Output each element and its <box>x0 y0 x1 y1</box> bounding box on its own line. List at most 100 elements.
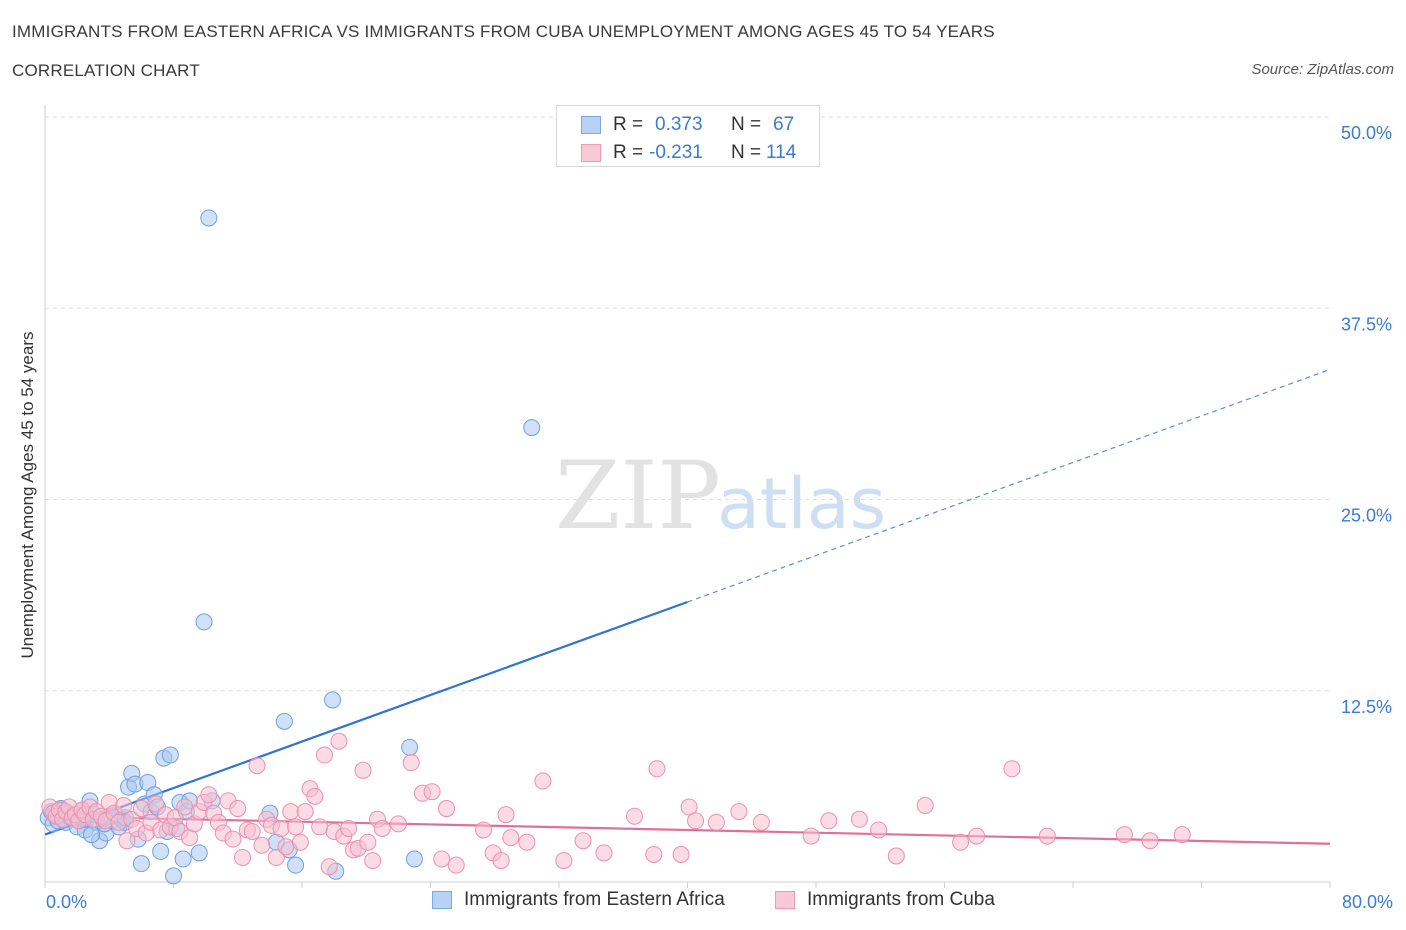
point-eastern-africa <box>195 613 213 631</box>
point-cuba <box>850 810 868 828</box>
point-cuba <box>373 819 391 837</box>
point-cuba <box>534 772 552 790</box>
point-eastern-africa <box>401 738 419 756</box>
legend-swatch-pink <box>775 891 795 909</box>
point-eastern-africa <box>405 850 423 868</box>
point-cuba <box>296 803 314 821</box>
point-cuba <box>248 757 266 775</box>
point-cuba <box>820 812 838 830</box>
point-eastern-africa <box>275 712 293 730</box>
data-points <box>39 209 1191 885</box>
legend-r-label: R = <box>613 114 644 135</box>
point-cuba <box>475 821 493 839</box>
point-cuba <box>402 754 420 772</box>
legend-swatch-blue <box>581 116 601 134</box>
point-eastern-africa <box>165 867 182 885</box>
point-cuba <box>447 856 465 874</box>
point-cuba <box>287 818 305 836</box>
point-cuba <box>1003 760 1021 778</box>
point-cuba <box>253 836 271 854</box>
point-cuba <box>291 833 309 851</box>
point-cuba <box>1038 827 1056 845</box>
point-cuba <box>518 833 536 851</box>
point-cuba <box>234 849 252 867</box>
point-cuba <box>354 761 372 779</box>
point-cuba <box>648 760 666 778</box>
point-cuba <box>311 818 329 836</box>
point-eastern-africa <box>152 842 170 860</box>
point-eastern-africa <box>200 209 218 227</box>
x-tick-label: 0.0% <box>46 892 87 912</box>
point-cuba <box>224 830 242 848</box>
point-cuba <box>315 746 333 764</box>
point-eastern-africa <box>190 844 208 862</box>
y-axis-label: Unemployment Among Ages 45 to 54 years <box>18 331 37 659</box>
point-cuba <box>574 832 592 850</box>
watermark-zip: ZIP <box>555 442 721 551</box>
point-cuba <box>645 845 663 863</box>
y-tick-label: 37.5% <box>1341 314 1392 334</box>
point-eastern-africa <box>83 826 101 844</box>
point-cuba <box>320 858 338 876</box>
point-cuba <box>1173 826 1191 844</box>
point-eastern-africa <box>523 419 541 437</box>
watermark-atlas: atlas <box>717 463 886 545</box>
legend-n-label: N = <box>731 142 762 163</box>
point-cuba <box>147 795 165 813</box>
legend-swatch-pink <box>581 144 601 162</box>
legend-n-value: 114 <box>766 142 797 163</box>
point-eastern-africa <box>287 856 305 874</box>
legend-label-eastern-africa: Immigrants from Eastern Africa <box>464 889 725 910</box>
point-cuba <box>330 732 348 750</box>
point-cuba <box>200 786 218 804</box>
point-eastern-africa <box>132 855 150 873</box>
chart-subtitle: CORRELATION CHART <box>12 61 200 80</box>
point-cuba <box>1115 826 1133 844</box>
point-eastern-africa <box>174 850 192 868</box>
source-label: Source: ZipAtlas.com <box>1251 61 1394 78</box>
point-cuba <box>887 847 905 865</box>
point-cuba <box>870 821 888 839</box>
point-cuba <box>132 800 150 818</box>
point-cuba <box>272 819 290 837</box>
watermark: ZIP atlas <box>555 442 886 551</box>
point-cuba <box>680 798 698 816</box>
axes <box>44 105 1331 888</box>
y-tick-label: 50.0% <box>1341 123 1392 143</box>
point-cuba <box>277 838 295 856</box>
grid-lines <box>45 116 1330 692</box>
point-cuba <box>267 849 285 867</box>
y-tick-label: 12.5% <box>1341 697 1392 717</box>
legend-r-label: R = <box>613 142 644 163</box>
point-cuba <box>389 815 407 833</box>
point-cuba <box>595 844 613 862</box>
point-cuba <box>1141 832 1159 850</box>
point-cuba <box>118 832 136 850</box>
axis-ticks: 12.5% 25.0% 37.5% 50.0% 0.0% 80.0% <box>46 123 1393 912</box>
legend-swatch-blue <box>432 891 452 909</box>
point-cuba <box>492 852 510 870</box>
point-cuba <box>707 813 725 831</box>
point-cuba <box>364 852 382 870</box>
point-cuba <box>687 812 705 830</box>
point-cuba <box>423 783 441 801</box>
point-cuba <box>730 803 748 821</box>
correlation-legend: R = 0.373 N = 67 R = -0.231 N = 114 <box>556 105 820 167</box>
point-cuba <box>229 800 247 818</box>
point-cuba <box>497 806 515 824</box>
point-cuba <box>625 807 643 825</box>
point-cuba <box>359 833 377 851</box>
point-cuba <box>502 829 520 847</box>
legend-r-value: -0.231 <box>649 142 703 163</box>
point-cuba <box>115 797 133 814</box>
point-cuba <box>243 823 261 841</box>
point-cuba <box>916 797 934 814</box>
point-eastern-africa <box>324 691 342 709</box>
trend-lines <box>44 368 1331 845</box>
legend-n-label: N = <box>731 114 762 135</box>
point-cuba <box>438 800 456 818</box>
point-cuba <box>340 819 358 837</box>
point-cuba <box>433 850 451 868</box>
point-cuba <box>802 827 820 845</box>
